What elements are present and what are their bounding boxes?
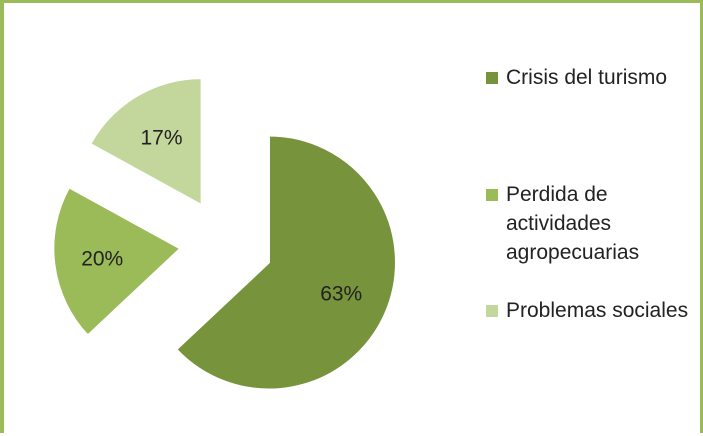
legend-item-crisis-del-turismo: Crisis del turismo: [486, 63, 696, 92]
legend-label: Crisis del turismo: [506, 66, 668, 89]
pie-slice-problemas-sociales: [88, 77, 203, 207]
pie-chart: 63% 20% 17%: [52, 77, 397, 391]
pie-slices: [52, 77, 397, 391]
legend-swatch: [486, 72, 498, 84]
pie-label-3: 17%: [141, 126, 183, 149]
legend-swatch: [486, 305, 498, 317]
pie-slice-crisis-del-turismo: [174, 134, 397, 391]
legend-item-perdida-de-actividades: Perdida de actividades agropecuarias: [486, 180, 696, 267]
pie-labels: 63% 20% 17%: [81, 126, 362, 305]
legend-item-problemas-sociales: Problemas sociales: [486, 296, 696, 325]
pie-label-1: 63%: [320, 283, 362, 306]
legend-label: Perdida de actividades agropecuarias: [506, 183, 640, 264]
legend-swatch: [486, 189, 498, 201]
legend-label: Problemas sociales: [506, 299, 689, 322]
pie-label-2: 20%: [81, 247, 123, 270]
pie-slice-perdida-de-actividades-agropecuarias: [52, 185, 183, 337]
